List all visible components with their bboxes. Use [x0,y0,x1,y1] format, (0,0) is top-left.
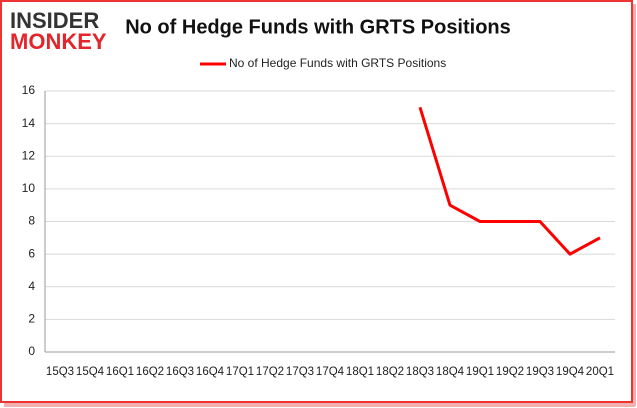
y-tick-label: 8 [28,214,35,228]
x-tick-label: 16Q4 [196,366,225,378]
logo-top: INSIDER [10,8,99,33]
x-tick-label: 15Q4 [76,366,105,378]
x-tick-label: 19Q2 [496,366,524,378]
x-tick-label: 18Q4 [436,366,465,378]
x-tick-label: 17Q1 [226,366,254,378]
chart-title: No of Hedge Funds with GRTS Positions [125,16,511,38]
logo-bottom: MONKEY [10,29,107,54]
x-tick-label: 15Q3 [46,366,74,378]
data-line [418,106,601,256]
x-tick-label: 17Q2 [256,366,284,378]
frame-shadow [4,403,635,407]
y-tick-label: 14 [22,116,36,130]
x-tick-label: 19Q4 [556,366,585,378]
x-tick-label: 17Q4 [316,366,345,378]
legend-label: No of Hedge Funds with GRTS Positions [229,56,446,70]
x-tick-label: 16Q1 [106,366,134,378]
y-tick-label: 4 [28,279,35,293]
x-tick-label: 19Q1 [466,366,494,378]
x-tick-label: 20Q1 [586,366,614,378]
x-tick-label: 18Q3 [406,366,434,378]
x-tick-label: 18Q1 [346,366,374,378]
frame-shadow [633,4,636,406]
y-tick-label: 2 [28,312,35,326]
x-tick-label: 18Q2 [376,366,404,378]
y-tick-label: 10 [22,181,36,195]
y-tick-label: 16 [22,83,36,97]
x-tick-label: 16Q2 [136,366,164,378]
x-tick-label: 17Q3 [286,366,314,378]
y-tick-label: 12 [22,148,36,162]
x-tick-label: 19Q3 [526,366,554,378]
y-tick-label: 0 [28,344,35,358]
x-tick-label: 16Q3 [166,366,194,378]
y-tick-label: 6 [28,246,35,260]
